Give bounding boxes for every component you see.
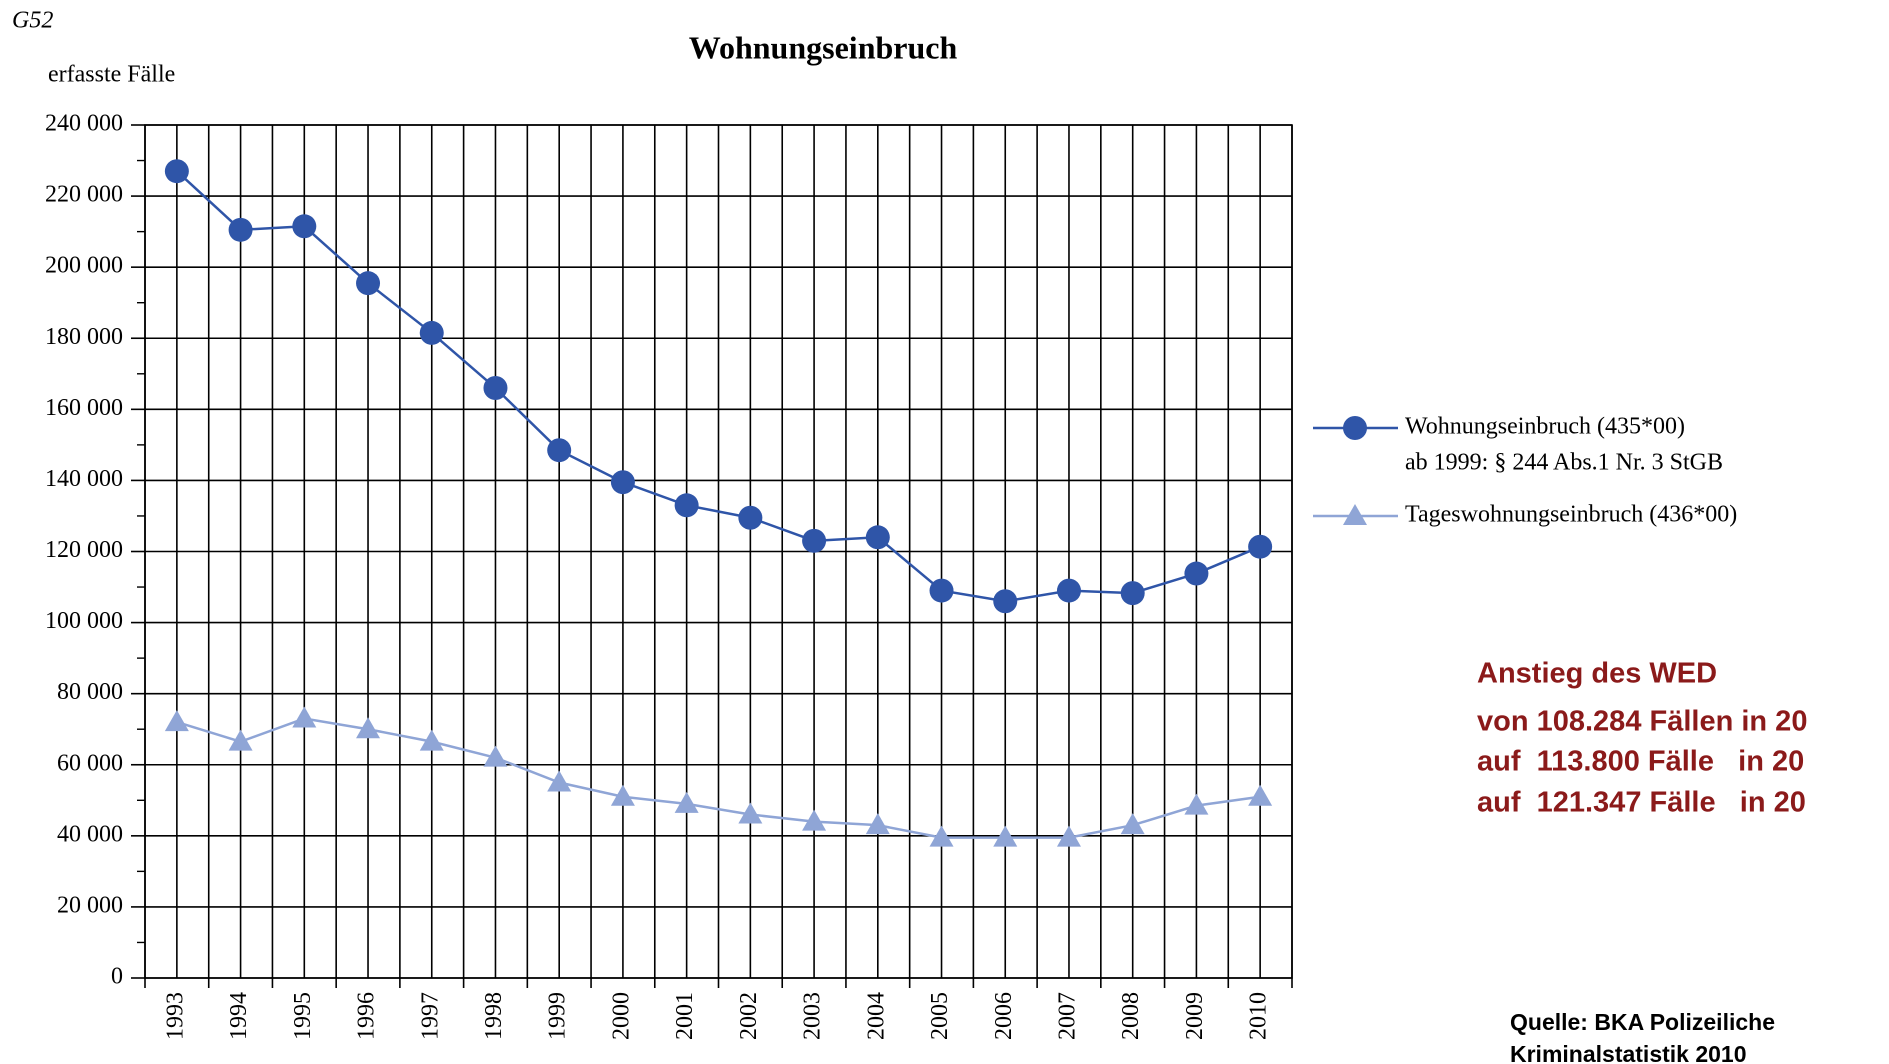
y-tick-label: 180 000 xyxy=(45,324,123,350)
data-point xyxy=(483,376,508,401)
y-tick-label: 40 000 xyxy=(57,821,123,847)
y-tick-label: 140 000 xyxy=(45,466,123,492)
x-tick-label: 2007 xyxy=(1054,992,1080,1040)
data-point xyxy=(738,505,763,530)
x-tick-label: 2008 xyxy=(1118,992,1144,1040)
x-tick-label: 2004 xyxy=(863,992,889,1040)
data-point xyxy=(547,770,572,792)
y-tick-label: 160 000 xyxy=(45,395,123,421)
data-point xyxy=(547,438,572,463)
x-tick-label: 2001 xyxy=(672,992,698,1040)
x-tick-label: 1996 xyxy=(354,992,380,1040)
data-point xyxy=(929,825,954,847)
series-line xyxy=(176,717,1261,839)
data-point xyxy=(419,729,444,751)
data-point xyxy=(164,710,189,732)
annotation-line: auf 121.347 Fälle in 20 xyxy=(1477,787,1806,819)
data-point xyxy=(356,717,381,739)
data-point xyxy=(802,528,827,553)
legend-label: Wohnungseinbruch (435*00) xyxy=(1405,414,1685,440)
legend-note: ab 1999: § 244 Abs.1 Nr. 3 StGB xyxy=(1405,450,1723,476)
data-point xyxy=(993,825,1018,847)
legend-marker xyxy=(1343,416,1367,440)
data-point xyxy=(674,493,699,518)
data-point xyxy=(1120,581,1145,606)
annotation-line: auf 113.800 Fälle in 20 xyxy=(1477,746,1804,778)
x-tick-label: 1998 xyxy=(481,992,507,1040)
x-tick-label: 1995 xyxy=(290,992,316,1040)
data-point xyxy=(419,320,444,345)
data-point xyxy=(1056,578,1081,603)
x-tick-label: 2009 xyxy=(1182,992,1208,1040)
data-point xyxy=(1120,813,1145,835)
x-tick-label: 2003 xyxy=(800,992,826,1040)
y-tick-label: 60 000 xyxy=(57,750,123,776)
x-tick-label: 2002 xyxy=(736,992,762,1040)
data-point xyxy=(610,470,635,495)
x-tick-label: 1994 xyxy=(226,992,252,1040)
data-point xyxy=(1248,534,1273,559)
y-tick-label: 240 000 xyxy=(45,111,123,137)
data-point xyxy=(865,525,890,550)
x-tick-label: 1993 xyxy=(162,992,188,1040)
data-point xyxy=(164,159,189,184)
legend-label: Tageswohnungseinbruch (436*00) xyxy=(1405,502,1737,528)
y-tick-label: 100 000 xyxy=(45,608,123,634)
y-tick-label: 120 000 xyxy=(45,537,123,563)
annotation-line: Anstieg des WED xyxy=(1477,658,1717,690)
data-point xyxy=(356,271,381,296)
data-point xyxy=(292,706,317,728)
data-point xyxy=(483,745,508,767)
annotation-line: von 108.284 Fällen in 20 xyxy=(1477,706,1807,738)
figure-id: G52 xyxy=(12,8,53,34)
data-point xyxy=(674,791,699,813)
x-tick-label: 1997 xyxy=(417,992,443,1040)
data-point xyxy=(1184,561,1209,586)
data-point xyxy=(929,578,954,603)
y-axis-label: erfasste Fälle xyxy=(48,62,175,88)
x-tick-label: 2010 xyxy=(1246,992,1272,1040)
data-point xyxy=(610,784,635,806)
source-line: Kriminalstatistik 2010 xyxy=(1510,1041,1747,1064)
y-tick-label: 80 000 xyxy=(57,679,123,705)
data-point xyxy=(1184,793,1209,815)
y-tick-label: 200 000 xyxy=(45,253,123,279)
y-tick-label: 220 000 xyxy=(45,182,123,208)
data-point xyxy=(228,217,253,242)
x-tick-label: 2006 xyxy=(991,992,1017,1040)
source-line: Quelle: BKA Polizeiliche xyxy=(1510,1009,1775,1035)
y-tick-label: 0 xyxy=(111,964,123,990)
legend-marker xyxy=(1343,504,1367,525)
data-point xyxy=(993,589,1018,614)
data-point xyxy=(228,729,253,751)
data-point xyxy=(292,214,317,239)
data-point xyxy=(802,809,827,831)
data-point xyxy=(865,813,890,835)
data-point xyxy=(1248,784,1273,806)
data-point xyxy=(1056,825,1081,847)
y-tick-label: 20 000 xyxy=(57,892,123,918)
x-tick-label: 1999 xyxy=(545,992,571,1040)
x-tick-label: 2000 xyxy=(608,992,634,1040)
data-point xyxy=(738,802,763,824)
chart-title: Wohnungseinbruch xyxy=(689,29,958,65)
x-tick-label: 2005 xyxy=(927,992,953,1040)
